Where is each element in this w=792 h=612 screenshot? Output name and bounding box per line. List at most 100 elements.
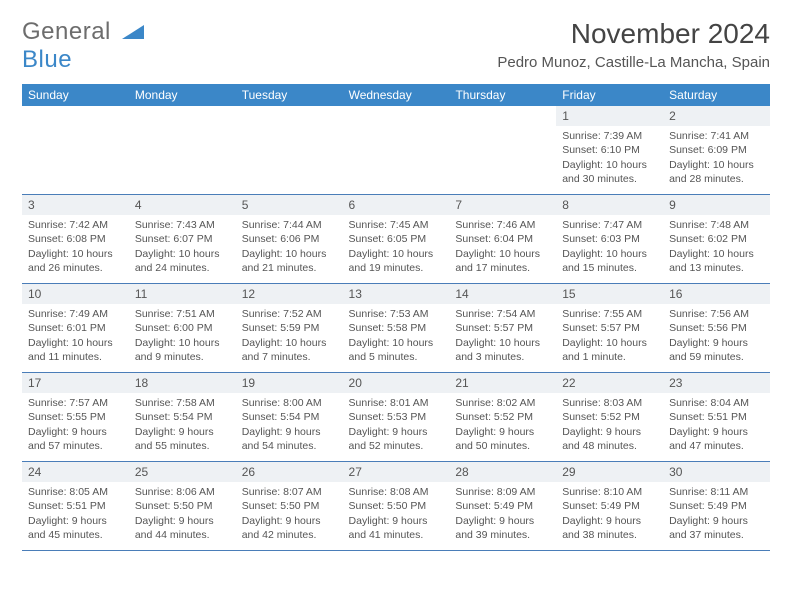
sunset-label: Sunset: 6:06 PM bbox=[242, 232, 337, 246]
day-cell: 10Sunrise: 7:49 AMSunset: 6:01 PMDayligh… bbox=[22, 284, 129, 372]
day-cell: 28Sunrise: 8:09 AMSunset: 5:49 PMDayligh… bbox=[449, 462, 556, 550]
day-cell bbox=[236, 106, 343, 194]
day-cell: 8Sunrise: 7:47 AMSunset: 6:03 PMDaylight… bbox=[556, 195, 663, 283]
sunrise-label: Sunrise: 7:41 AM bbox=[669, 129, 764, 143]
sunset-label: Sunset: 5:49 PM bbox=[562, 499, 657, 513]
sunrise-label: Sunrise: 8:10 AM bbox=[562, 485, 657, 499]
day-number: 7 bbox=[449, 195, 556, 215]
sunrise-label: Sunrise: 7:45 AM bbox=[349, 218, 444, 232]
sunrise-label: Sunrise: 7:43 AM bbox=[135, 218, 230, 232]
daylight-label: Daylight: 10 hours and 3 minutes. bbox=[455, 336, 550, 364]
day-cell: 22Sunrise: 8:03 AMSunset: 5:52 PMDayligh… bbox=[556, 373, 663, 461]
logo: General Blue bbox=[22, 18, 144, 74]
calendar-body: 1Sunrise: 7:39 AMSunset: 6:10 PMDaylight… bbox=[22, 106, 770, 551]
day-number: 3 bbox=[22, 195, 129, 215]
sunset-label: Sunset: 5:50 PM bbox=[349, 499, 444, 513]
daylight-label: Daylight: 9 hours and 42 minutes. bbox=[242, 514, 337, 542]
day-number: 12 bbox=[236, 284, 343, 304]
sunset-label: Sunset: 6:10 PM bbox=[562, 143, 657, 157]
logo-triangle-icon bbox=[122, 25, 144, 39]
day-cell: 5 Sunrise: 7:44 AMSunset: 6:06 PMDaylight… bbox=[236, 195, 343, 283]
sunrise-label: Sunrise: 7:53 AM bbox=[349, 307, 444, 321]
day-cell: 21Sunrise: 8:02 AMSunset: 5:52 PMDayligh… bbox=[449, 373, 556, 461]
daylight-label: Daylight: 9 hours and 47 minutes. bbox=[669, 425, 764, 453]
daylight-label: Daylight: 10 hours and 5 minutes. bbox=[349, 336, 444, 364]
weekday-header: Sunday bbox=[22, 84, 129, 106]
day-cell: 19Sunrise: 8:00 AMSunset: 5:54 PMDayligh… bbox=[236, 373, 343, 461]
sunset-label: Sunset: 5:56 PM bbox=[669, 321, 764, 335]
day-number: 9 bbox=[663, 195, 770, 215]
sunset-label: Sunset: 6:07 PM bbox=[135, 232, 230, 246]
day-number: 16 bbox=[663, 284, 770, 304]
weekday-header: Saturday bbox=[663, 84, 770, 106]
daylight-label: Daylight: 9 hours and 59 minutes. bbox=[669, 336, 764, 364]
day-number: 11 bbox=[129, 284, 236, 304]
sunrise-label: Sunrise: 7:48 AM bbox=[669, 218, 764, 232]
daylight-label: Daylight: 9 hours and 37 minutes. bbox=[669, 514, 764, 542]
sunset-label: Sunset: 6:03 PM bbox=[562, 232, 657, 246]
daylight-label: Daylight: 9 hours and 38 minutes. bbox=[562, 514, 657, 542]
daylight-label: Daylight: 10 hours and 11 minutes. bbox=[28, 336, 123, 364]
calendar: SundayMondayTuesdayWednesdayThursdayFrid… bbox=[22, 84, 770, 551]
sunset-label: Sunset: 5:49 PM bbox=[455, 499, 550, 513]
sunrise-label: Sunrise: 7:44 AM bbox=[242, 218, 337, 232]
day-cell: 23Sunrise: 8:04 AMSunset: 5:51 PMDayligh… bbox=[663, 373, 770, 461]
sunrise-label: Sunrise: 7:39 AM bbox=[562, 129, 657, 143]
day-cell: 7Sunrise: 7:46 AMSunset: 6:04 PMDaylight… bbox=[449, 195, 556, 283]
sunset-label: Sunset: 5:57 PM bbox=[562, 321, 657, 335]
sunrise-label: Sunrise: 7:52 AM bbox=[242, 307, 337, 321]
sunset-label: Sunset: 5:54 PM bbox=[135, 410, 230, 424]
day-cell: 26Sunrise: 8:07 AMSunset: 5:50 PMDayligh… bbox=[236, 462, 343, 550]
daylight-label: Daylight: 10 hours and 1 minute. bbox=[562, 336, 657, 364]
sunset-label: Sunset: 6:08 PM bbox=[28, 232, 123, 246]
weekday-header: Thursday bbox=[449, 84, 556, 106]
daylight-label: Daylight: 10 hours and 9 minutes. bbox=[135, 336, 230, 364]
weekday-header: Friday bbox=[556, 84, 663, 106]
day-cell: 18Sunrise: 7:58 AMSunset: 5:54 PMDayligh… bbox=[129, 373, 236, 461]
day-number: 22 bbox=[556, 373, 663, 393]
sunrise-label: Sunrise: 7:57 AM bbox=[28, 396, 123, 410]
sunset-label: Sunset: 5:54 PM bbox=[242, 410, 337, 424]
day-number: 5 bbox=[236, 195, 343, 215]
day-cell: 13Sunrise: 7:53 AMSunset: 5:58 PMDayligh… bbox=[343, 284, 450, 372]
row-separator bbox=[22, 550, 770, 551]
sunset-label: Sunset: 5:51 PM bbox=[28, 499, 123, 513]
daylight-label: Daylight: 10 hours and 21 minutes. bbox=[242, 247, 337, 275]
day-cell: 20Sunrise: 8:01 AMSunset: 5:53 PMDayligh… bbox=[343, 373, 450, 461]
day-number: 13 bbox=[343, 284, 450, 304]
day-cell bbox=[129, 106, 236, 194]
daylight-label: Daylight: 9 hours and 57 minutes. bbox=[28, 425, 123, 453]
month-title: November 2024 bbox=[497, 18, 770, 50]
day-cell: 12Sunrise: 7:52 AMSunset: 5:59 PMDayligh… bbox=[236, 284, 343, 372]
day-number: 19 bbox=[236, 373, 343, 393]
sunrise-label: Sunrise: 8:02 AM bbox=[455, 396, 550, 410]
daylight-label: Daylight: 10 hours and 7 minutes. bbox=[242, 336, 337, 364]
daylight-label: Daylight: 10 hours and 28 minutes. bbox=[669, 158, 764, 186]
sunset-label: Sunset: 5:52 PM bbox=[562, 410, 657, 424]
day-number: 2 bbox=[663, 106, 770, 126]
location-label: Pedro Munoz, Castille-La Mancha, Spain bbox=[497, 54, 770, 71]
daylight-label: Daylight: 9 hours and 44 minutes. bbox=[135, 514, 230, 542]
sunrise-label: Sunrise: 8:11 AM bbox=[669, 485, 764, 499]
day-number: 4 bbox=[129, 195, 236, 215]
weekday-header: Tuesday bbox=[236, 84, 343, 106]
day-number: 23 bbox=[663, 373, 770, 393]
sunset-label: Sunset: 6:01 PM bbox=[28, 321, 123, 335]
daylight-label: Daylight: 9 hours and 39 minutes. bbox=[455, 514, 550, 542]
day-number: 15 bbox=[556, 284, 663, 304]
weekday-header-row: SundayMondayTuesdayWednesdayThursdayFrid… bbox=[22, 84, 770, 106]
sunrise-label: Sunrise: 7:55 AM bbox=[562, 307, 657, 321]
day-cell: 6Sunrise: 7:45 AMSunset: 6:05 PMDaylight… bbox=[343, 195, 450, 283]
sunrise-label: Sunrise: 7:54 AM bbox=[455, 307, 550, 321]
sunrise-label: Sunrise: 7:42 AM bbox=[28, 218, 123, 232]
sunset-label: Sunset: 5:50 PM bbox=[242, 499, 337, 513]
day-cell: 17Sunrise: 7:57 AMSunset: 5:55 PMDayligh… bbox=[22, 373, 129, 461]
day-cell bbox=[22, 106, 129, 194]
day-cell: 30Sunrise: 8:11 AMSunset: 5:49 PMDayligh… bbox=[663, 462, 770, 550]
sunrise-label: Sunrise: 8:08 AM bbox=[349, 485, 444, 499]
weekday-header: Monday bbox=[129, 84, 236, 106]
sunrise-label: Sunrise: 8:09 AM bbox=[455, 485, 550, 499]
daylight-label: Daylight: 10 hours and 17 minutes. bbox=[455, 247, 550, 275]
daylight-label: Daylight: 9 hours and 55 minutes. bbox=[135, 425, 230, 453]
sunset-label: Sunset: 5:49 PM bbox=[669, 499, 764, 513]
